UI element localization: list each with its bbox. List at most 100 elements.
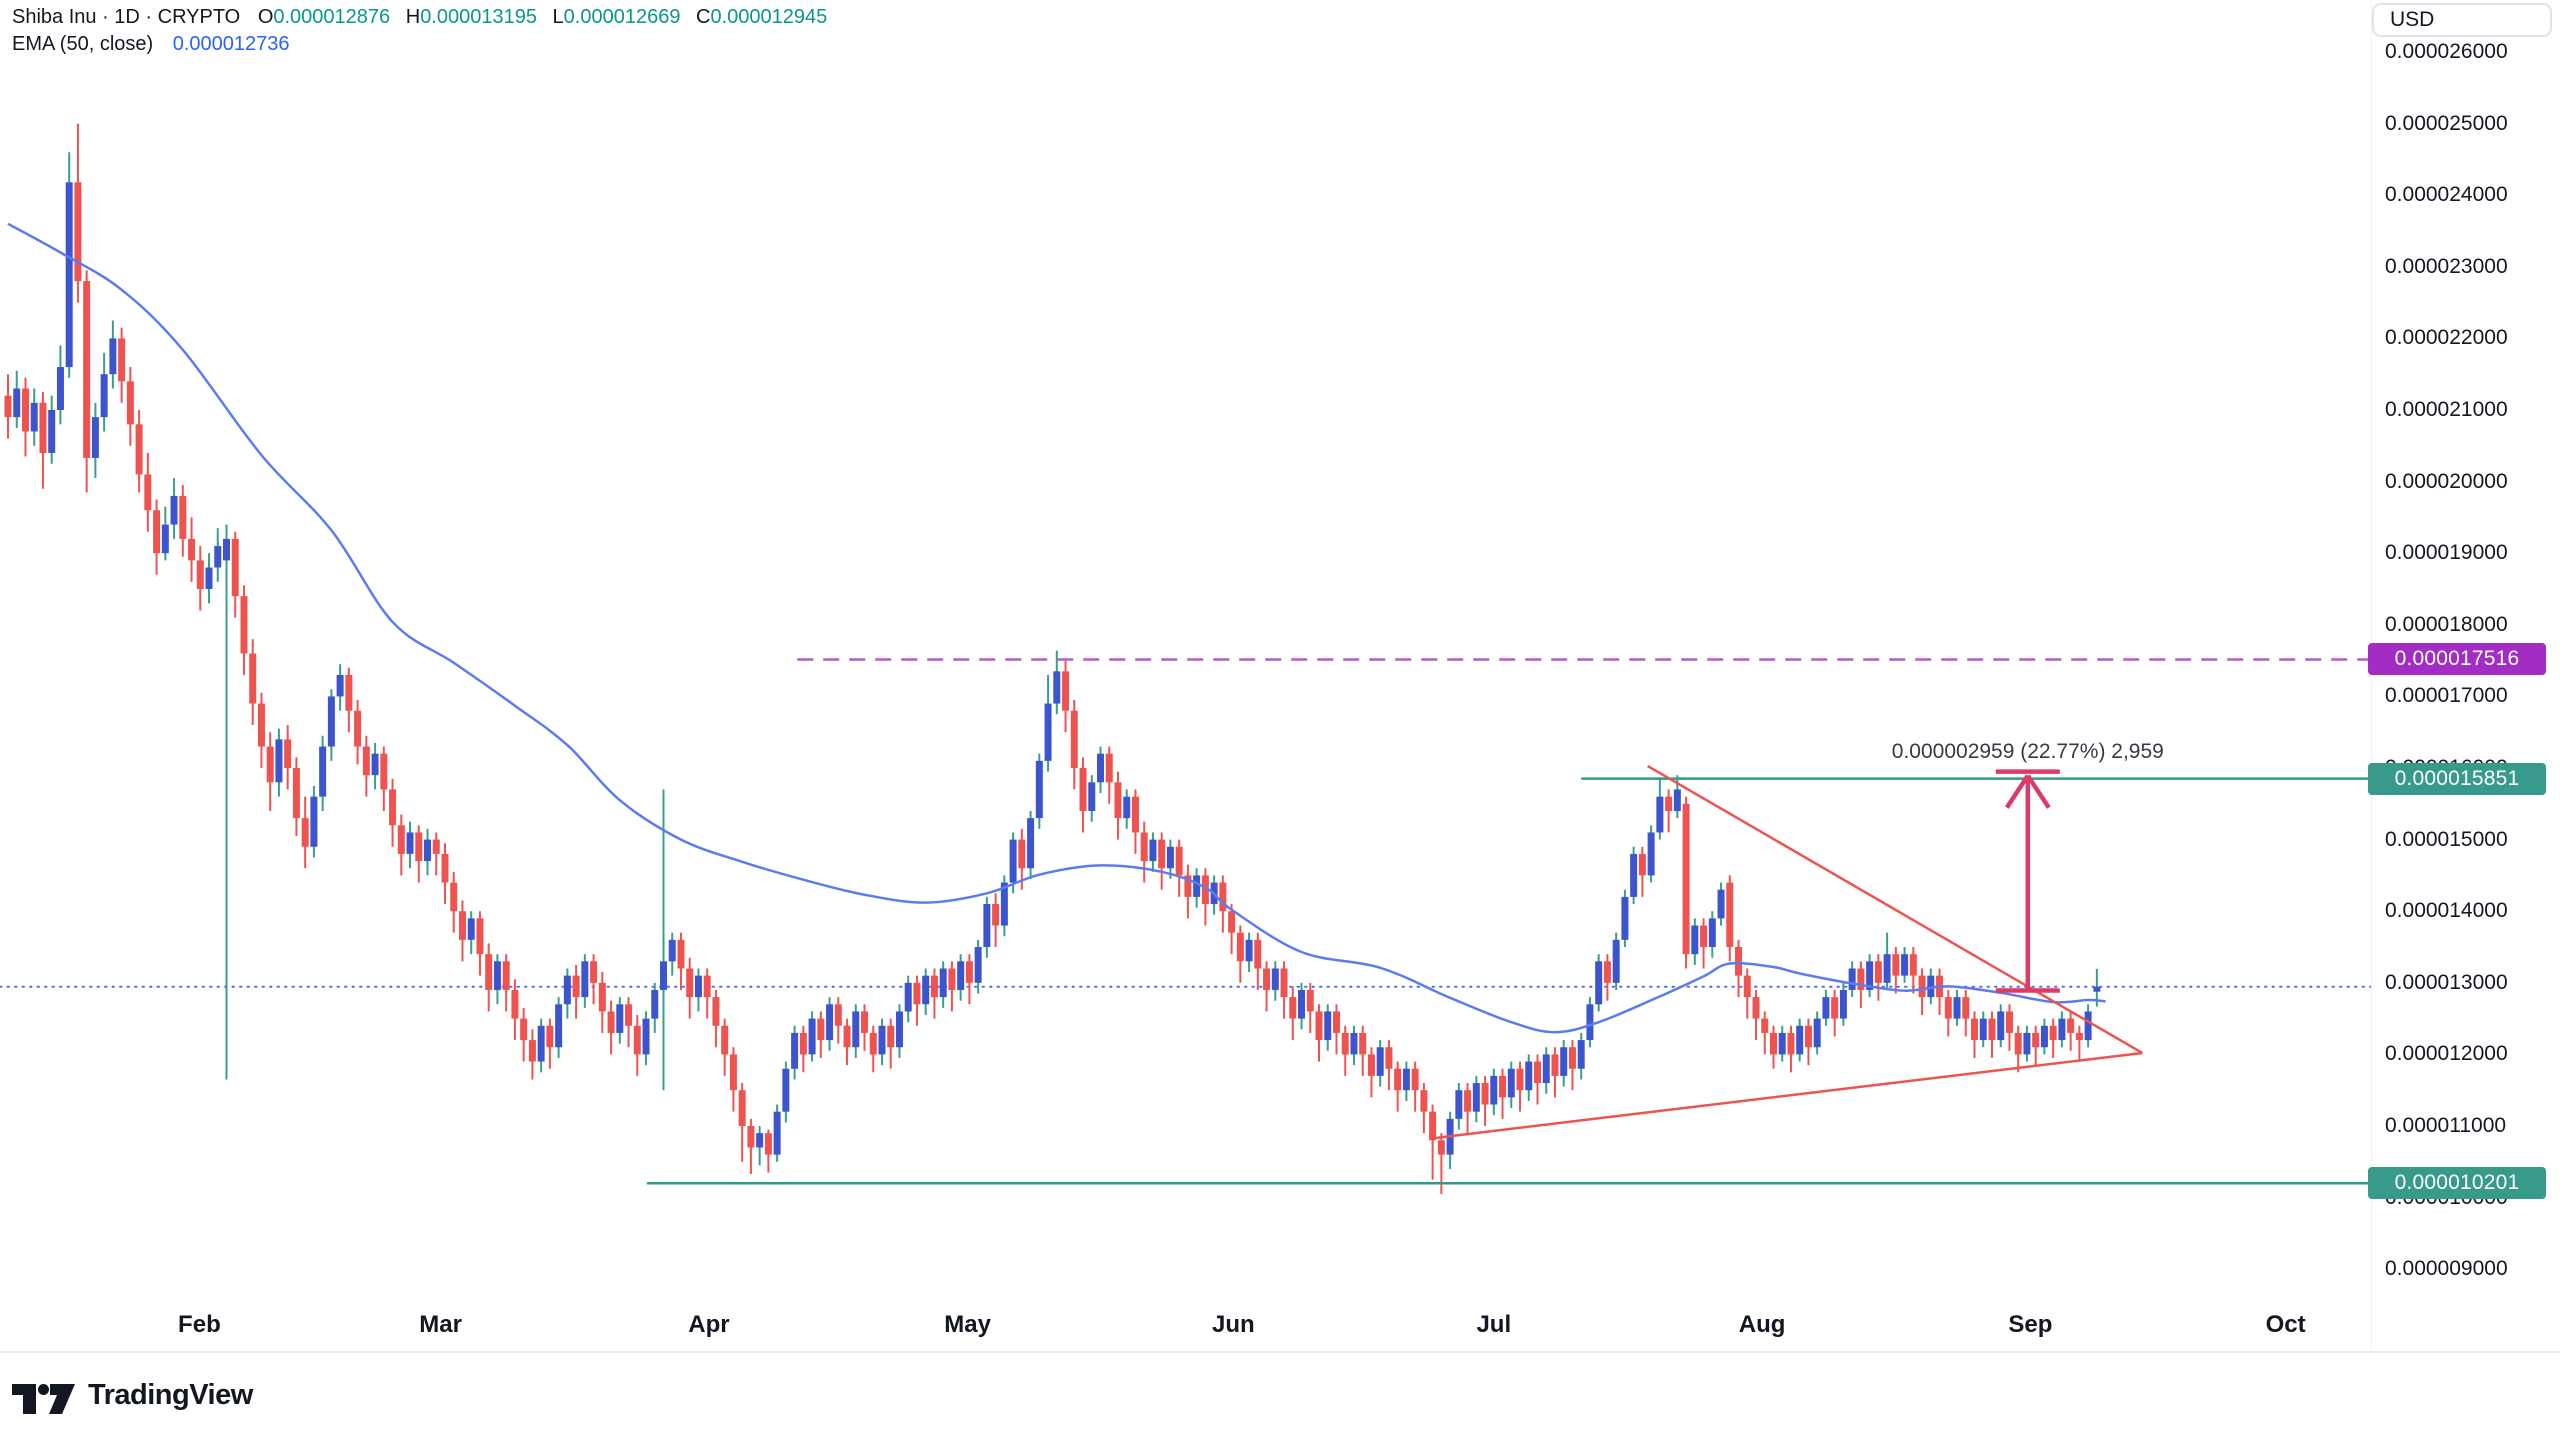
candle-body	[1586, 1004, 1594, 1041]
candle-body	[83, 281, 91, 458]
tradingview-logo[interactable]: TradingView	[12, 1372, 253, 1418]
candle-body	[1149, 839, 1157, 862]
candle-body	[1691, 925, 1699, 955]
candle-body	[118, 338, 126, 382]
candle-body	[1997, 1011, 2005, 1041]
time-axis-separator	[0, 1351, 2560, 1353]
candle-body	[1962, 997, 1970, 1019]
candle-body	[1455, 1090, 1463, 1119]
candle-body	[1018, 839, 1026, 869]
candle-body	[1717, 889, 1725, 919]
candle-body	[502, 961, 510, 990]
candle-body	[1350, 1032, 1358, 1055]
candle-body	[476, 918, 484, 955]
price-tick: 0.000019000	[2385, 541, 2508, 565]
candle-body	[2058, 1018, 2066, 1041]
candle-body	[135, 424, 143, 475]
candle-body	[555, 1004, 563, 1048]
price-tick: 0.000014000	[2385, 899, 2508, 923]
symbol-descriptor[interactable]: Shiba Inu · 1D · CRYPTO	[12, 6, 241, 28]
candle-body	[188, 538, 196, 561]
price-tag: 0.000010201	[2368, 1167, 2546, 1200]
candle-body	[1306, 989, 1314, 1012]
candle-body	[1079, 768, 1087, 811]
candle-body	[275, 739, 283, 783]
candle-body	[2005, 1011, 2013, 1033]
candle-body	[161, 524, 169, 554]
candle-body	[1804, 1025, 1812, 1048]
candle-body	[1254, 939, 1262, 969]
candle-body	[1909, 954, 1917, 976]
indicator-row[interactable]: EMA (50, close) 0.000012736	[12, 31, 837, 58]
candle-body	[1612, 939, 1620, 983]
candle-body	[2067, 1018, 2075, 1033]
candle-body	[1647, 832, 1655, 876]
candle-body	[1787, 1032, 1795, 1055]
candle-body	[380, 753, 388, 790]
candle-body	[1726, 882, 1734, 947]
candle-body	[424, 839, 432, 862]
candle-body	[2014, 1032, 2022, 1055]
candle-body	[1708, 918, 1716, 947]
candle-body	[91, 417, 99, 458]
candle-body	[791, 1032, 799, 1069]
candle-body	[1000, 882, 1008, 926]
candle-body	[196, 560, 204, 589]
candle-body	[1044, 703, 1052, 761]
candle-body	[817, 1018, 825, 1041]
candle-body	[1743, 975, 1751, 998]
candle-body	[948, 968, 956, 990]
candle-body	[458, 911, 466, 940]
candle-body	[1857, 968, 1865, 990]
candle-body	[1166, 846, 1174, 869]
currency-button[interactable]: USD	[2372, 3, 2552, 37]
candle-body	[1778, 1032, 1786, 1055]
candle-body	[432, 839, 440, 854]
month-label-jun: Jun	[1212, 1311, 1255, 1338]
candle-body	[520, 1018, 528, 1041]
candle-body	[371, 753, 379, 776]
candle-body	[144, 474, 152, 511]
symbol-legend[interactable]: Shiba Inu · 1D · CRYPTO O0.000012876 H0.…	[12, 4, 837, 58]
candle-body	[625, 1004, 633, 1026]
candle-body	[257, 703, 265, 747]
price-tick: 0.000015000	[2385, 827, 2508, 851]
candle-body	[738, 1090, 746, 1126]
price-tick: 0.000011000	[2385, 1114, 2507, 1137]
candle-body	[590, 961, 598, 983]
candle-body	[1027, 818, 1035, 869]
candle-body	[747, 1126, 755, 1148]
candle-body	[1097, 753, 1104, 783]
candle-body	[485, 954, 493, 990]
candle-body	[904, 982, 912, 1012]
candle-body	[1822, 997, 1830, 1019]
symbol-row: Shiba Inu · 1D · CRYPTO O0.000012876 H0.…	[12, 4, 837, 31]
measure-arrowhead	[2025, 774, 2051, 809]
candle-body	[1971, 1018, 1978, 1041]
month-label-mar: Mar	[419, 1311, 462, 1338]
price-tick: 0.000024000	[2385, 183, 2508, 207]
candle-body	[1280, 968, 1288, 998]
candle-body	[1341, 1032, 1349, 1055]
candle-body	[930, 975, 938, 998]
month-label-oct: Oct	[2265, 1311, 2306, 1338]
candle-body	[30, 402, 38, 432]
candle-body	[1385, 1047, 1393, 1069]
candle-body	[1630, 853, 1638, 897]
candle-body	[1656, 796, 1664, 833]
candle-body	[686, 968, 694, 998]
candle-series	[4, 123, 2101, 1195]
candle-body	[205, 567, 213, 589]
candle-body	[1813, 1018, 1821, 1048]
candle-body	[153, 510, 161, 554]
candle-body	[249, 653, 257, 704]
candle-body	[1315, 1011, 1323, 1041]
candle-body	[1542, 1054, 1550, 1084]
candle-body	[170, 495, 178, 525]
candle-body	[292, 768, 300, 819]
candle-body	[1289, 997, 1297, 1019]
candle-body	[895, 1011, 903, 1048]
candle-body	[179, 495, 187, 539]
